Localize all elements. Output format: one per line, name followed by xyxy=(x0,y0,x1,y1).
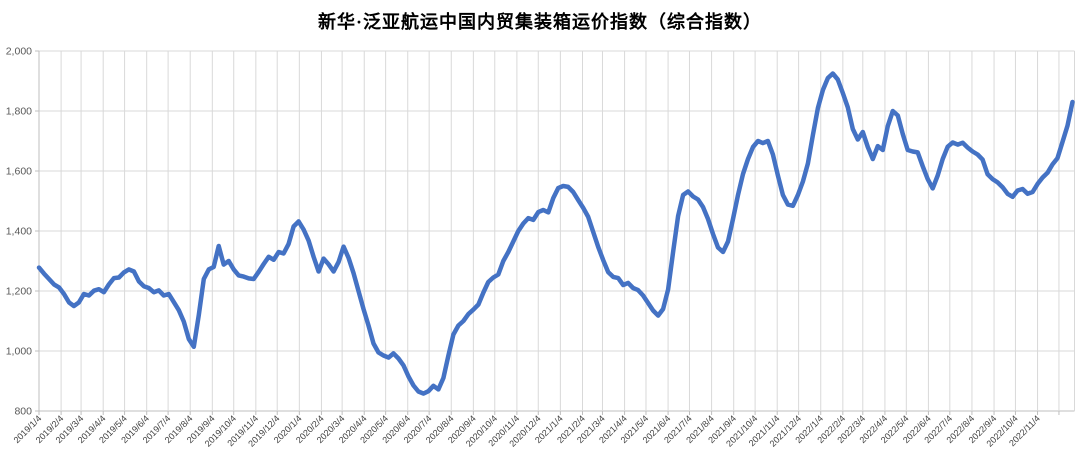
y-tick-label: 800 xyxy=(14,406,32,418)
y-tick-label: 1,200 xyxy=(6,286,32,298)
index-series-line xyxy=(36,71,1075,396)
y-tick-label: 1,400 xyxy=(6,226,32,238)
y-tick-label: 1,600 xyxy=(6,166,32,178)
chart-title: 新华·泛亚航运中国内贸集装箱运价指数（综合指数） xyxy=(317,12,762,32)
y-tick-label: 2,000 xyxy=(6,46,32,58)
y-tick-label: 1,000 xyxy=(6,346,32,358)
y-tick-label: 1,800 xyxy=(6,106,32,118)
